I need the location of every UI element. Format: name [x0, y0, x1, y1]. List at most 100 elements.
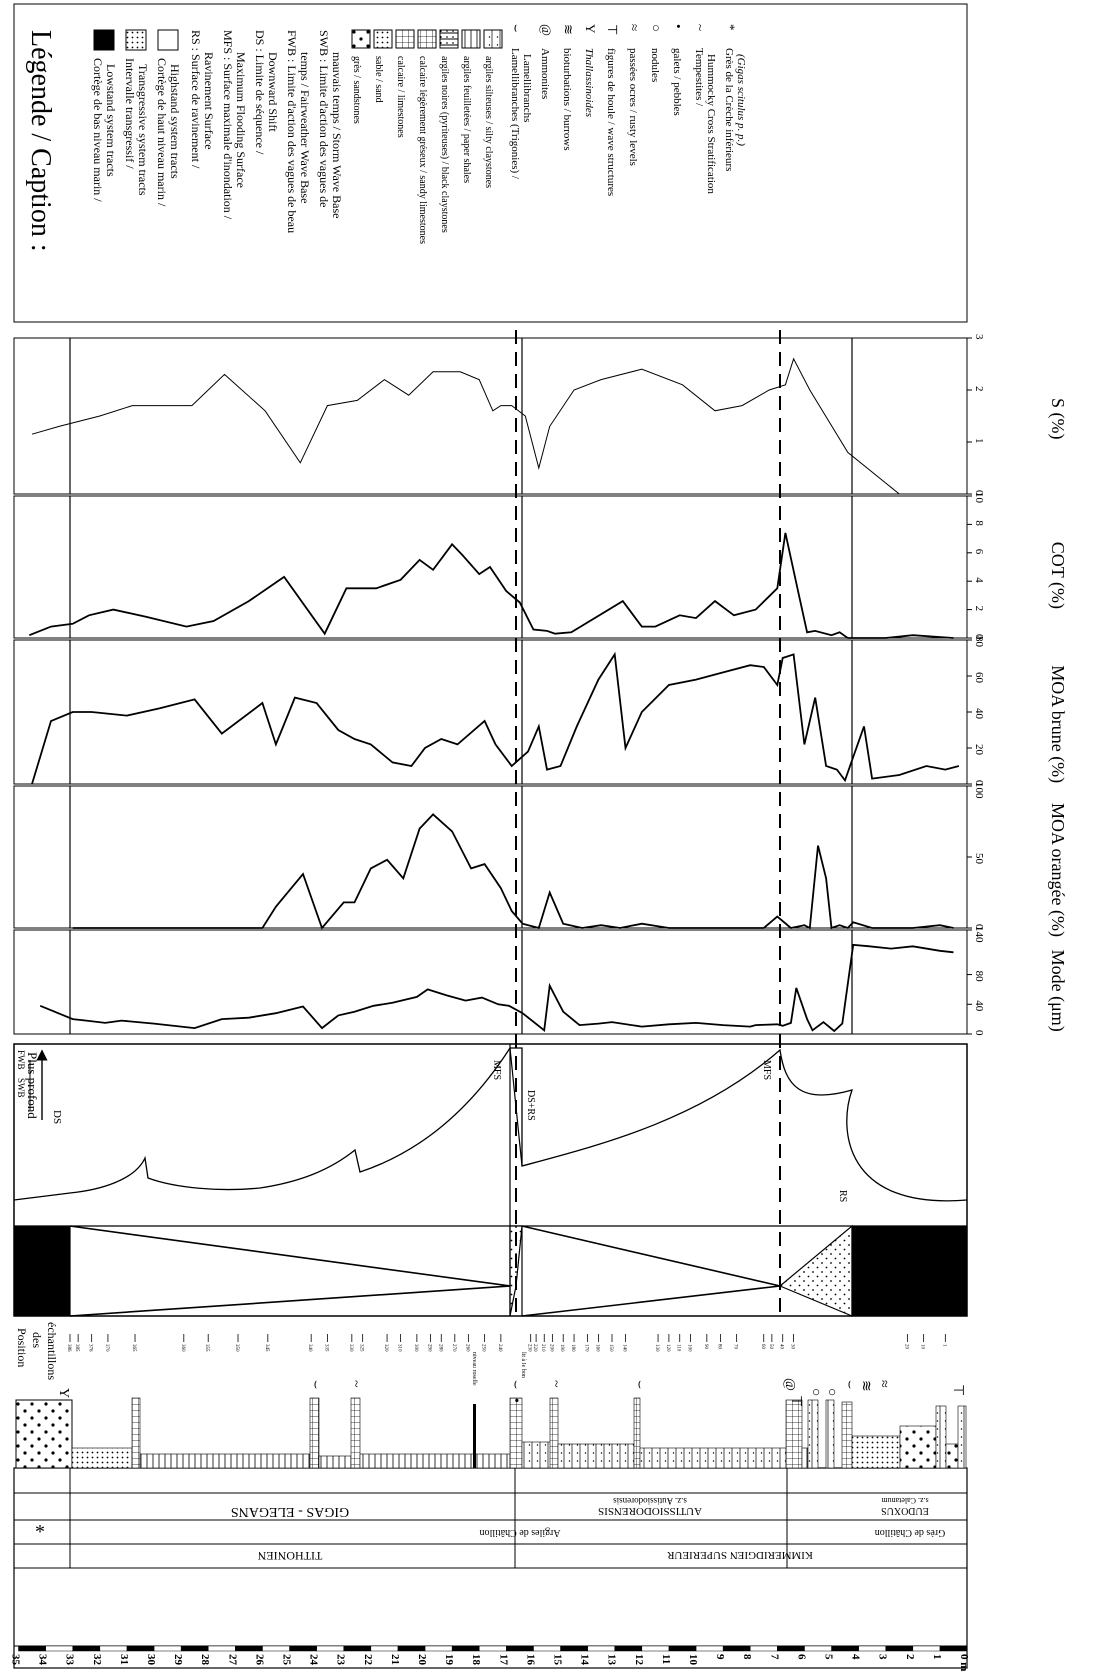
scale-segment	[72, 1645, 101, 1652]
legend-label: Intervalle transgressif /	[123, 58, 137, 169]
bivalve-icon: ⌣	[842, 1380, 857, 1389]
bivalve-icon: ⌣	[308, 1380, 323, 1389]
chart-frame	[13, 785, 968, 929]
sample-label: 50	[768, 1344, 773, 1350]
depth-axis: 35 34 33 32 31 30 29 28 27 26 25 24 23 22 21 20 19 18 17 16…	[10, 1654, 971, 1671]
legend-label: RS : Surface de ravinement /	[189, 30, 203, 169]
nodule-icon: ○	[824, 1388, 839, 1396]
legend-label: Lamellibranchs	[521, 54, 533, 122]
legend-label: FWB : Limite d'action des vagues de beau	[285, 30, 299, 233]
sample-label: 260	[464, 1344, 469, 1352]
depth-label: 26	[253, 1654, 265, 1666]
legend-label: Ravinement Surface	[202, 52, 216, 150]
scale-segment	[45, 1645, 73, 1652]
sample-label: 345	[264, 1344, 269, 1352]
scale-segment	[343, 1645, 372, 1652]
legend-pattern	[351, 29, 371, 49]
scale-segment	[397, 1645, 426, 1652]
sample-label: 340	[307, 1344, 312, 1352]
stage-label: TITHONIEN	[257, 1549, 322, 1563]
depth-label: 19	[443, 1654, 455, 1666]
sample-label: 170	[584, 1344, 589, 1352]
legend-label: (Gigas scitulus p. p.)	[735, 54, 747, 146]
scale-segment	[424, 1645, 453, 1652]
series-line	[31, 651, 960, 785]
legend: Légende / Caption : Cortège de bas niveau…	[13, 3, 968, 323]
legend-label: MFS : Surface maximale d'inondation /	[221, 30, 235, 220]
depth-label: 34	[37, 1654, 49, 1666]
depth-label: 21	[389, 1654, 401, 1665]
legend-label: Thallassinoides	[583, 48, 595, 117]
sample-label: 280	[437, 1344, 442, 1352]
depth-label: 15	[552, 1654, 564, 1666]
scale-segment	[99, 1645, 128, 1652]
legend-label: Downward Shift	[266, 52, 280, 132]
tick-label: 40	[973, 708, 985, 720]
zone-label: GIGAS - ELEGANS	[231, 1504, 349, 1519]
legend-pattern	[461, 29, 481, 49]
scale-segment	[749, 1645, 778, 1652]
annotation: lit à Ie bon	[520, 1352, 526, 1378]
sample-label: 140	[622, 1344, 627, 1352]
series-line	[31, 357, 900, 495]
sample-label: 325	[359, 1344, 364, 1352]
sample-label: 160	[594, 1344, 599, 1352]
chart-panel: 0 20 40 60 80 MOA brune (%)	[13, 636, 1068, 786]
tick-label: 10	[973, 492, 985, 504]
scale-segment	[885, 1645, 914, 1652]
legend-swatch	[93, 29, 115, 51]
sequence-label: FWB	[16, 1050, 26, 1070]
depth-label: 30	[145, 1654, 157, 1666]
tick-label: 0	[973, 634, 985, 640]
tick-label: 0	[973, 780, 985, 786]
sequence-label: Plus profond	[25, 1052, 40, 1119]
ammonite-icon: @	[539, 24, 554, 36]
sample-label: 360	[180, 1344, 185, 1352]
scale-segment	[235, 1645, 263, 1652]
samples-header: des	[30, 1332, 44, 1348]
depth-label: 14	[579, 1654, 591, 1666]
scale-segment	[777, 1645, 805, 1652]
wave-icon: ⊤	[605, 24, 620, 35]
depth-label: 9	[714, 1654, 726, 1660]
samples-header: Position	[15, 1328, 29, 1367]
tick-label: 1	[973, 438, 985, 444]
sample-label: 60	[760, 1344, 765, 1350]
subzone-label: s.z. Autissiodorensis	[613, 1496, 687, 1506]
legend-label: Highstand system tracts	[168, 64, 182, 179]
legend-label: temps / Fairweather Wave Base	[298, 52, 312, 203]
legend-label: calcaire légèrement gréseux / sandy lime…	[417, 56, 428, 244]
scale-segment	[478, 1645, 507, 1652]
legend-label: Lowstand system tracts	[104, 64, 118, 177]
tick-label: 2	[973, 386, 985, 392]
sequence-label: SWB	[16, 1078, 26, 1098]
tick-label: 0	[973, 1030, 985, 1036]
depth-label: 35	[10, 1654, 22, 1666]
sample-label: 376	[88, 1344, 93, 1352]
depth-label: 7	[768, 1654, 780, 1660]
sample-label: 130	[654, 1344, 659, 1352]
sample-label: 100	[687, 1344, 692, 1352]
tick-label: 140	[973, 926, 985, 943]
subzone-label: s.z. Caletanum	[881, 1496, 929, 1505]
sample-label: 190	[559, 1344, 564, 1352]
wave-icon: ⊤	[950, 1384, 965, 1396]
pebble-icon: •	[508, 1398, 523, 1403]
tempestite-icon: ~	[548, 1380, 563, 1388]
legend-pattern	[417, 29, 437, 49]
scale-segment	[858, 1645, 886, 1652]
tempestite-icon: ~	[348, 1380, 363, 1388]
sequence-label: MFS	[761, 1060, 772, 1080]
depth-label: 29	[172, 1654, 184, 1666]
legend-label: galets / pebbles	[671, 48, 683, 116]
scale-segment	[614, 1645, 643, 1652]
sample-label: 320	[383, 1344, 388, 1352]
asterisk-icon: *	[723, 24, 738, 31]
scale-segment	[289, 1645, 317, 1652]
legend-label: Lamellibranches (Trigonies) /	[509, 48, 521, 180]
pebble-icon: •	[671, 24, 686, 29]
scale-segment	[370, 1645, 399, 1652]
depth-label: 12	[633, 1654, 645, 1666]
scale-segment	[18, 1645, 46, 1652]
nodule-icon: ○	[649, 24, 664, 32]
